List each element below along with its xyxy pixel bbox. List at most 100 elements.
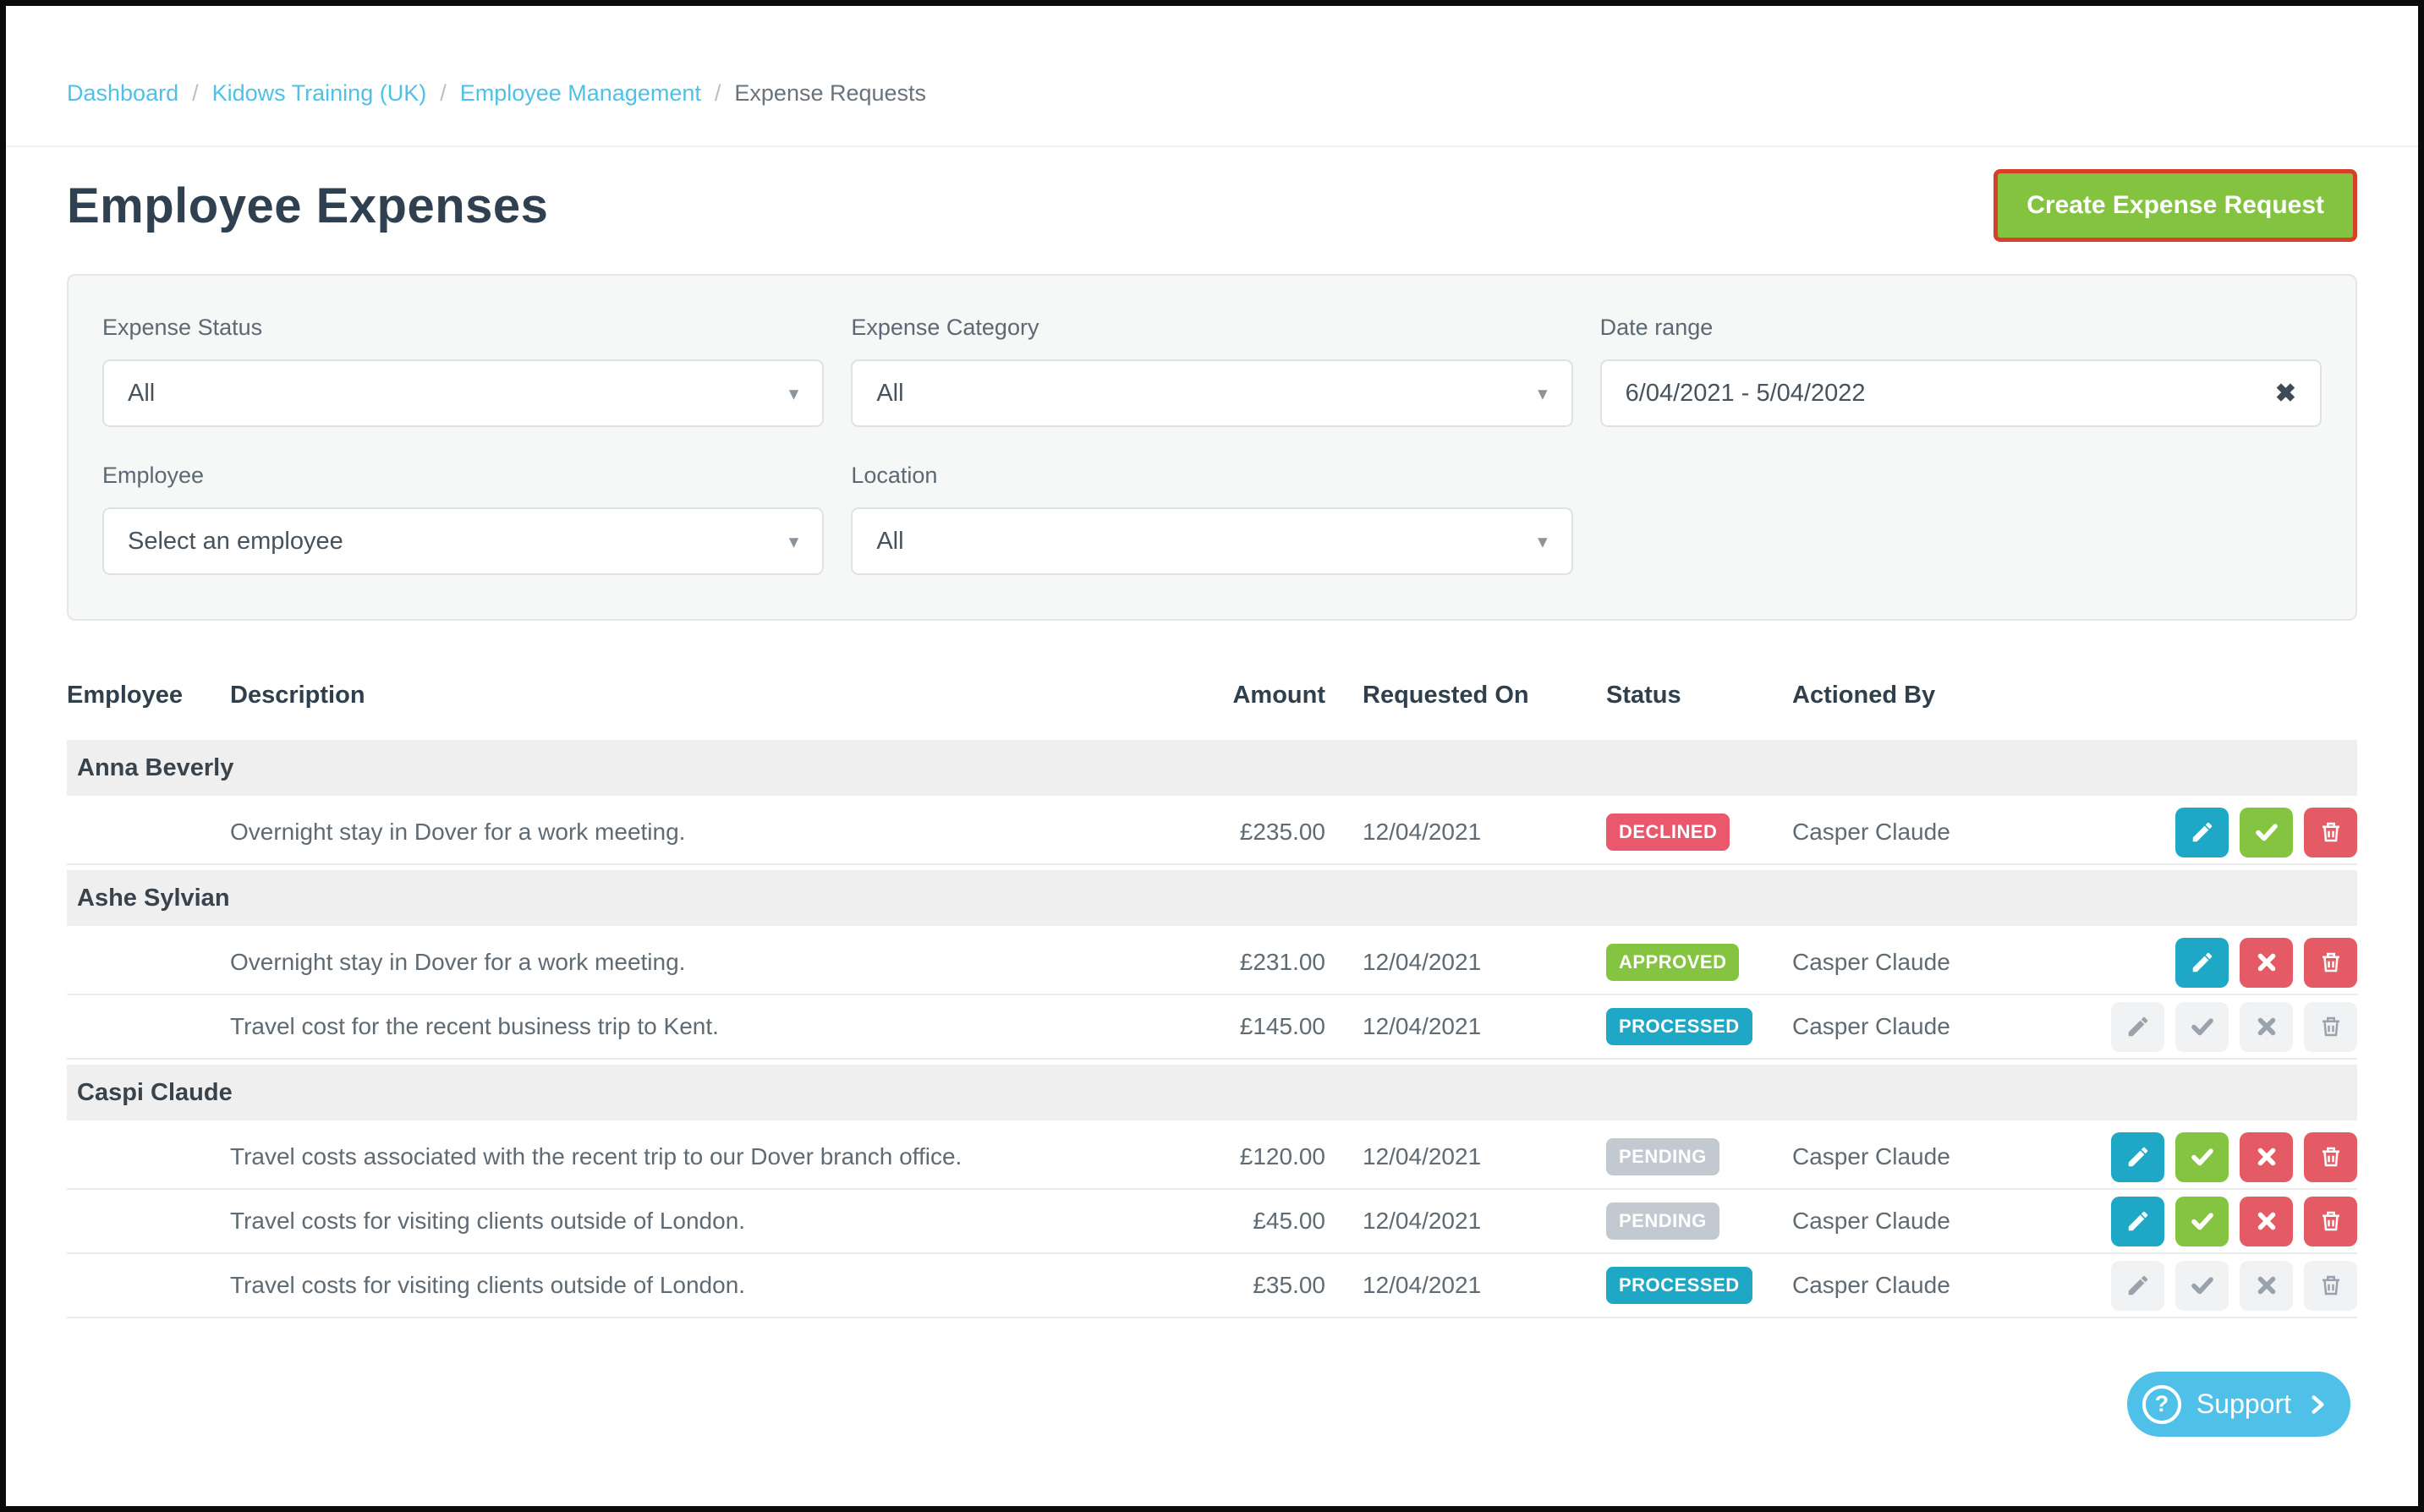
filter-panel: Expense Status All ▾ Expense Category Al… xyxy=(67,274,2357,621)
location-label: Location xyxy=(851,463,938,488)
decline-button xyxy=(2240,1260,2293,1311)
breadcrumb-bar: Dashboard / Kidows Training (UK) / Emplo… xyxy=(6,6,2418,147)
decline-button[interactable] xyxy=(2240,937,2293,988)
trash-icon xyxy=(2322,822,2339,842)
breadcrumb: Dashboard / Kidows Training (UK) / Emplo… xyxy=(67,80,2357,107)
table-header-row: Employee Description Amount Requested On… xyxy=(67,673,2357,735)
expense-row: Travel costs associated with the recent … xyxy=(67,1126,2357,1190)
check-icon xyxy=(2255,824,2278,841)
employee-select[interactable]: Select an employee ▾ xyxy=(102,507,825,575)
column-header-amount: Amount xyxy=(1232,682,1325,709)
description-cell: Overnight stay in Dover for a work meeti… xyxy=(230,949,686,975)
location-select[interactable]: All ▾ xyxy=(851,507,1573,575)
breadcrumb-separator: / xyxy=(192,80,199,106)
description-cell: Travel costs for visiting clients outsid… xyxy=(230,1208,746,1234)
expense-row: Travel costs for visiting clients outsid… xyxy=(67,1254,2357,1318)
pencil-icon xyxy=(2128,1016,2147,1037)
column-header-requested-on: Requested On xyxy=(1363,682,1529,709)
description-cell: Travel costs for visiting clients outsid… xyxy=(230,1272,746,1298)
trash-icon xyxy=(2322,1275,2339,1296)
date-range-value: 6/04/2021 - 5/04/2022 xyxy=(1625,379,1866,407)
filter-expense-status: Expense Status All ▾ xyxy=(102,315,825,427)
breadcrumb-link-employee-management[interactable]: Employee Management xyxy=(459,80,701,106)
pencil-icon xyxy=(2128,1211,2147,1231)
filter-date-range: Date range 6/04/2021 - 5/04/2022 ✖ xyxy=(1599,315,2322,427)
approve-button[interactable] xyxy=(2240,807,2293,857)
status-badge: PROCESSED xyxy=(1606,1008,1752,1045)
approve-button xyxy=(2175,1260,2229,1311)
breadcrumb-separator: / xyxy=(440,80,447,106)
help-question-icon: ? xyxy=(2142,1384,2181,1424)
approve-button[interactable] xyxy=(2175,1196,2229,1246)
x-icon xyxy=(2257,1017,2275,1036)
breadcrumb-link-dashboard[interactable]: Dashboard xyxy=(67,80,179,106)
employee-value: Select an employee xyxy=(128,527,343,555)
expense-row: Travel costs for visiting clients outsid… xyxy=(67,1190,2357,1254)
actioned-by-cell: Casper Claude xyxy=(1792,1208,1950,1234)
pencil-icon xyxy=(2128,1275,2147,1296)
check-icon xyxy=(2191,1213,2213,1230)
breadcrumb-link-company[interactable]: Kidows Training (UK) xyxy=(211,80,427,106)
edit-button[interactable] xyxy=(2175,937,2229,988)
chevron-down-icon: ▾ xyxy=(1538,529,1548,552)
row-actions xyxy=(2061,1001,2357,1052)
edit-button[interactable] xyxy=(2111,1131,2164,1182)
page-content: Employee Expenses Create Expense Request… xyxy=(6,169,2418,1318)
delete-button[interactable] xyxy=(2304,937,2357,988)
description-cell: Travel costs associated with the recent … xyxy=(230,1143,962,1170)
support-button[interactable]: ? Support xyxy=(2126,1372,2350,1437)
decline-button[interactable] xyxy=(2240,1196,2293,1246)
pencil-icon xyxy=(2128,1147,2147,1167)
requested-on-cell: 12/04/2021 xyxy=(1363,1272,1482,1298)
employee-group-row: Caspi Claude xyxy=(67,1065,2357,1120)
amount-cell: £231.00 xyxy=(1239,949,1325,975)
edit-button xyxy=(2111,1260,2164,1311)
edit-button[interactable] xyxy=(2175,807,2229,857)
breadcrumb-separator: / xyxy=(714,80,721,106)
status-cell: DECLINED xyxy=(1579,814,1774,851)
delete-button xyxy=(2304,1260,2357,1311)
date-range-input[interactable]: 6/04/2021 - 5/04/2022 ✖ xyxy=(1599,359,2322,427)
employee-group-row: Anna Beverly xyxy=(67,740,2357,796)
trash-icon xyxy=(2322,1016,2339,1037)
status-cell: PENDING xyxy=(1579,1202,1774,1240)
clear-date-icon[interactable]: ✖ xyxy=(2274,379,2296,408)
breadcrumb-current-page: Expense Requests xyxy=(734,80,927,106)
amount-cell: £145.00 xyxy=(1239,1013,1325,1039)
expense-category-select[interactable]: All ▾ xyxy=(851,359,1573,427)
employee-group-name: Ashe Sylvian xyxy=(77,884,230,912)
status-cell: PENDING xyxy=(1579,1138,1774,1175)
requested-on-cell: 12/04/2021 xyxy=(1363,949,1482,975)
pencil-icon xyxy=(2192,952,2212,972)
support-label: Support xyxy=(2196,1389,2291,1419)
row-actions xyxy=(2061,1131,2357,1182)
expense-row: Overnight stay in Dover for a work meeti… xyxy=(67,931,2357,995)
delete-button[interactable] xyxy=(2304,1196,2357,1246)
column-header-status: Status xyxy=(1606,682,1681,709)
x-icon xyxy=(2257,1212,2275,1230)
status-badge: PROCESSED xyxy=(1606,1267,1752,1304)
description-cell: Overnight stay in Dover for a work meeti… xyxy=(230,819,686,845)
check-icon xyxy=(2191,1018,2213,1036)
employee-group-name: Caspi Claude xyxy=(77,1078,233,1106)
decline-button[interactable] xyxy=(2240,1131,2293,1182)
page-title: Employee Expenses xyxy=(67,178,549,233)
x-icon xyxy=(2257,953,2275,972)
employee-group-name: Anna Beverly xyxy=(77,753,234,781)
trash-icon xyxy=(2322,1211,2339,1231)
column-header-actioned-by: Actioned By xyxy=(1792,682,1936,709)
filter-expense-category: Expense Category All ▾ xyxy=(851,315,1573,427)
expense-row: Travel cost for the recent business trip… xyxy=(67,995,2357,1060)
approve-button[interactable] xyxy=(2175,1131,2229,1182)
actioned-by-cell: Casper Claude xyxy=(1792,1272,1950,1298)
expense-row: Overnight stay in Dover for a work meeti… xyxy=(67,801,2357,865)
delete-button[interactable] xyxy=(2304,807,2357,857)
amount-cell: £35.00 xyxy=(1253,1272,1325,1298)
edit-button[interactable] xyxy=(2111,1196,2164,1246)
delete-button[interactable] xyxy=(2304,1131,2357,1182)
x-icon xyxy=(2257,1148,2275,1166)
expense-status-select[interactable]: All ▾ xyxy=(102,359,825,427)
status-badge: DECLINED xyxy=(1606,814,1730,851)
create-expense-request-button[interactable]: Create Expense Request xyxy=(1993,169,2357,242)
row-actions xyxy=(2061,807,2357,857)
